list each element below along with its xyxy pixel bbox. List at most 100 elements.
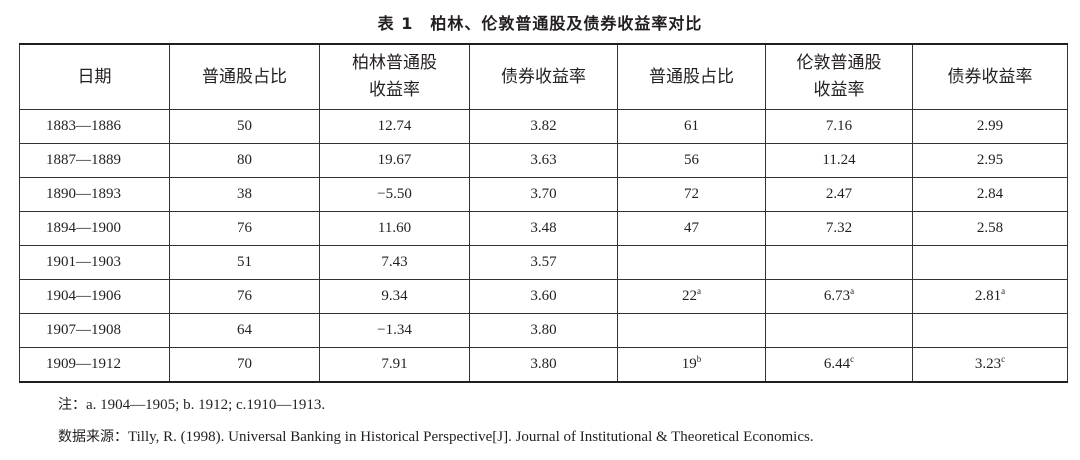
date-cell: 1894—1900: [19, 211, 170, 246]
table-row: 1909—1912 70 7.91 3.80 19b 6.44c 3.23c: [19, 347, 1068, 383]
value-cell: 2.99: [912, 109, 1068, 144]
cell-value: 3.80: [530, 322, 557, 338]
footnote-label: 注：: [58, 397, 86, 413]
value-cell: 19b: [617, 347, 766, 383]
cell-value: 1904—1906: [46, 288, 121, 304]
cell-value: 50: [237, 118, 252, 134]
value-cell: 2.81a: [912, 279, 1068, 314]
value-cell: 3.23c: [912, 347, 1068, 383]
value-cell: 76: [169, 279, 320, 314]
cell-value: 76: [237, 220, 252, 236]
cell-value: 3.60: [530, 288, 557, 304]
value-cell: 6.73a: [765, 279, 913, 314]
value-cell: 7.43: [319, 245, 470, 280]
column-header: 柏林普通股 收益率: [319, 43, 470, 110]
cell-value: 7.91: [381, 356, 408, 372]
data-source-text: Tilly, R. (1998). Universal Banking in H…: [128, 429, 814, 445]
cell-value: 12.74: [377, 118, 412, 134]
cell-value: 2.81: [974, 288, 1002, 304]
cell-value: 51: [237, 254, 252, 270]
column-header: 普通股占比: [169, 43, 320, 110]
value-cell: 3.70: [469, 177, 618, 212]
value-cell: 12.74: [319, 109, 470, 144]
table-title: 表 1 柏林、伦敦普通股及债券收益率对比: [377, 14, 703, 33]
value-cell: 2.95: [912, 143, 1068, 178]
value-cell: 3.80: [469, 347, 618, 383]
value-cell: [617, 245, 766, 280]
cell-value: 6.73: [823, 288, 851, 304]
column-header-text: 柏林普通股: [352, 53, 437, 73]
cell-value: 1883—1886: [46, 118, 121, 134]
column-header: 伦敦普通股 收益率: [765, 43, 913, 110]
value-cell: 3.48: [469, 211, 618, 246]
cell-value: 11.24: [822, 152, 856, 168]
cell-value: 1907—1908: [46, 322, 121, 338]
date-cell: 1901—1903: [19, 245, 170, 280]
cell-value: 1890—1893: [46, 186, 121, 202]
value-cell: [765, 313, 913, 348]
cell-value: 19.67: [377, 152, 412, 168]
cell-value: 3.70: [530, 186, 557, 202]
value-cell: 51: [169, 245, 320, 280]
value-cell: −5.50: [319, 177, 470, 212]
cell-value: 3.57: [530, 254, 557, 270]
cell-value: 2.58: [976, 220, 1004, 236]
value-cell: 80: [169, 143, 320, 178]
header-row: 日期 普通股占比 柏林普通股 收益率 债券收益率 普通股占比 伦敦普通股 收益率 债券收益率: [19, 43, 1068, 110]
table-row: 1907—1908 64 −1.34 3.80: [19, 313, 1068, 348]
cell-value: 38: [237, 186, 252, 202]
cell-value: 2.84: [976, 186, 1004, 202]
cell-value: 9.34: [381, 288, 408, 304]
cell-value: 11.60: [377, 220, 412, 236]
table-row: 1890—1893 38 −5.50 3.70 72 2.47 2.84: [19, 177, 1068, 212]
date-cell: 1890—1893: [19, 177, 170, 212]
value-cell: 2.84: [912, 177, 1068, 212]
column-header-text: 债券收益率: [947, 66, 1033, 87]
column-header: 债券收益率: [469, 43, 618, 110]
column-header-text: 债券收益率: [501, 66, 586, 87]
footnote-marker: a: [850, 286, 855, 296]
value-cell: 50: [169, 109, 320, 144]
column-header: 普通股占比: [617, 43, 766, 110]
value-cell: 3.60: [469, 279, 618, 314]
cell-value: 1894—1900: [46, 220, 121, 236]
column-header-text: 日期: [77, 66, 112, 87]
cell-value: 80: [237, 152, 252, 168]
footnote: 注：a. 1904—1905; b. 1912; c.1910—1913.: [58, 394, 325, 414]
value-cell: 6.44c: [765, 347, 913, 383]
footnote-marker: c: [850, 354, 855, 364]
column-header: 债券收益率: [912, 43, 1068, 110]
value-cell: 76: [169, 211, 320, 246]
value-cell: 7.91: [319, 347, 470, 383]
value-cell: [912, 245, 1068, 280]
cell-value: 3.23: [974, 356, 1002, 372]
value-cell: 3.63: [469, 143, 618, 178]
footnote-marker: a: [1001, 286, 1006, 296]
value-cell: 70: [169, 347, 320, 383]
yield-comparison-table: 日期 普通股占比 柏林普通股 收益率 债券收益率 普通股占比 伦敦普通股 收益率 债券收益率 1…: [19, 43, 1068, 383]
table-row: 1883—1886 50 12.74 3.82 61 7.16 2.99: [19, 109, 1068, 144]
value-cell: 64: [169, 313, 320, 348]
cell-value: 6.44: [823, 356, 851, 372]
cell-value: 7.32: [825, 220, 853, 236]
data-source-label: 数据来源：: [58, 429, 128, 445]
cell-value: 70: [237, 356, 252, 372]
value-cell: [617, 313, 766, 348]
cell-value: 1887—1889: [46, 152, 121, 168]
value-cell: 2.47: [765, 177, 913, 212]
value-cell: 72: [617, 177, 766, 212]
cell-value: 3.63: [530, 152, 557, 168]
value-cell: 56: [617, 143, 766, 178]
column-header-text: 普通股占比: [649, 66, 734, 87]
value-cell: [912, 313, 1068, 348]
column-header-text: 普通股占比: [202, 66, 287, 87]
column-header: 日期: [19, 43, 170, 110]
table-row: 1904—1906 76 9.34 3.60 22a 6.73a 2.81a: [19, 279, 1068, 314]
value-cell: 19.67: [319, 143, 470, 178]
value-cell: 61: [617, 109, 766, 144]
cell-value: 61: [684, 118, 699, 134]
value-cell: 7.32: [765, 211, 913, 246]
value-cell: 7.16: [765, 109, 913, 144]
value-cell: 22a: [617, 279, 766, 314]
date-cell: 1904—1906: [19, 279, 170, 314]
